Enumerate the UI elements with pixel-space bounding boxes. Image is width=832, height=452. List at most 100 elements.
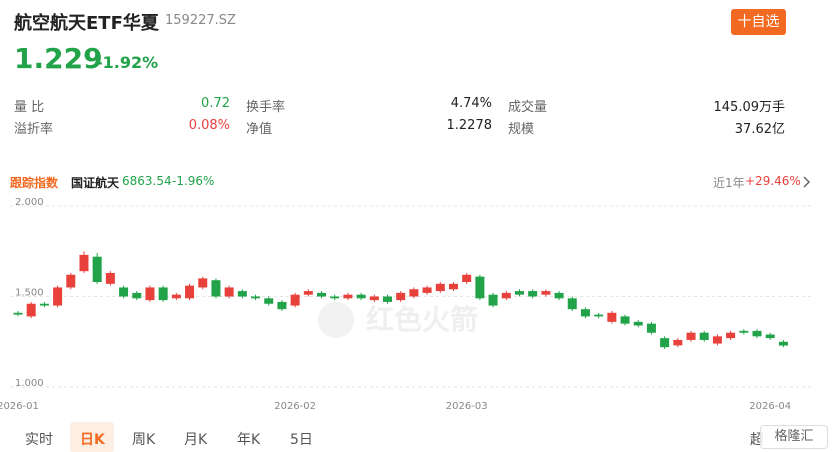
stat-value: 4.74% (450, 96, 492, 111)
add-watchlist-button[interactable]: 十自选 (731, 9, 786, 35)
candle-body (567, 298, 577, 310)
candle-body (211, 280, 221, 297)
candle-body (79, 254, 89, 272)
stat-value: 0.72 (201, 96, 230, 111)
candle-body (396, 292, 406, 301)
candle-body (646, 323, 656, 333)
candle-body (514, 291, 524, 295)
candle-body (330, 296, 340, 299)
logo: 格隆汇 (760, 425, 828, 449)
candle-body (607, 312, 617, 322)
stat-value: 1.2278 (446, 118, 493, 133)
tab[interactable]: 日K (80, 432, 105, 448)
index-value: 6863.54 (122, 174, 172, 188)
index-label: 跟踪指数 (10, 176, 59, 190)
stat-label: 规模 (508, 122, 535, 137)
candle-body (119, 287, 129, 297)
y-tick-label: 1.500 (15, 288, 44, 299)
candle-body (343, 294, 353, 299)
candle-body (369, 296, 379, 301)
y-tick-label: 1.000 (15, 378, 44, 389)
tab[interactable]: 年K (237, 432, 261, 448)
candle-body (699, 332, 709, 340)
candle-body (105, 272, 115, 284)
candle-body (39, 303, 49, 306)
candle-body (132, 292, 142, 299)
stat-label: 成交量 (508, 100, 548, 115)
candle-body (237, 291, 247, 297)
candle-body (765, 334, 775, 339)
watermark: 红色火箭 (366, 303, 478, 336)
candle-body (277, 301, 287, 310)
candle-body (554, 292, 564, 299)
candle-body (383, 296, 393, 302)
candle-body (53, 287, 63, 306)
candle-body (660, 338, 670, 348)
index-change: -1.96% (172, 174, 215, 188)
candle-body (541, 291, 551, 295)
candle-body (739, 330, 749, 333)
candle-body (633, 321, 643, 326)
x-tick-label: 2026-03 (446, 401, 488, 412)
candle-body (290, 294, 300, 306)
candle-body (224, 287, 234, 297)
x-tick-label: 2026-02 (274, 401, 316, 412)
candle-body (752, 330, 762, 337)
period-label[interactable]: 近1年 (713, 176, 745, 190)
candle-body (185, 285, 195, 299)
candle-body (422, 287, 432, 293)
stat-label: 换手率 (246, 100, 286, 115)
candle-body (712, 336, 722, 344)
watermark-logo (318, 302, 354, 338)
candle-body (26, 303, 36, 317)
candle-body (726, 332, 736, 339)
price: 1.229 (14, 42, 103, 75)
stat-label: 量 比 (14, 100, 45, 115)
candle-body (66, 274, 76, 288)
candle-body (409, 289, 419, 297)
code: 159227.SZ (165, 13, 236, 28)
x-tick-label: 2026-04 (749, 401, 791, 412)
tab[interactable]: 实时 (25, 432, 53, 448)
candle-body (501, 292, 511, 299)
candle-body (673, 339, 683, 346)
candle-body (580, 309, 590, 317)
stat-value: 37.62亿 (734, 122, 785, 137)
stat-value: 0.08% (188, 118, 230, 133)
candle-body (435, 283, 445, 292)
chevron[interactable] (802, 175, 812, 189)
candle-body (198, 278, 208, 288)
candle-body (264, 298, 274, 304)
candle-body (594, 314, 604, 317)
candle-body (475, 276, 485, 299)
price-change: -1.92% (96, 53, 159, 72)
candle-body (171, 294, 181, 299)
stat-label: 溢折率 (14, 122, 54, 137)
tab-highlight (70, 422, 114, 452)
candle-body (158, 287, 168, 301)
candle-body (317, 292, 327, 297)
candle-body (145, 287, 155, 301)
chart: 红色火箭 2.000 1.500 1.000 2026-01 2026-02 2026-0… (0, 197, 812, 412)
candle-body (13, 312, 23, 315)
candle-body (620, 316, 630, 324)
candle-body (778, 341, 788, 346)
x-tick-label: 2026-01 (0, 401, 39, 412)
y-tick-label: 2.000 (15, 197, 44, 208)
candle-body (488, 294, 498, 306)
candle-body (448, 283, 458, 290)
candle-body (251, 296, 261, 299)
title: 航空航天ETF华夏 (14, 13, 159, 34)
candle-body (528, 291, 538, 297)
tab[interactable]: 周K (132, 432, 156, 448)
candle-body (686, 332, 696, 340)
candle-body (303, 291, 313, 295)
stat-label: 净值 (246, 122, 273, 137)
candle-body (462, 274, 472, 283)
tab[interactable]: 月K (184, 432, 208, 448)
tab[interactable]: 5日 (290, 432, 313, 448)
index-name: 国证航天 (71, 176, 120, 190)
period-change: +29.46% (745, 174, 801, 188)
stat-value: 145.09万手 (713, 100, 786, 115)
